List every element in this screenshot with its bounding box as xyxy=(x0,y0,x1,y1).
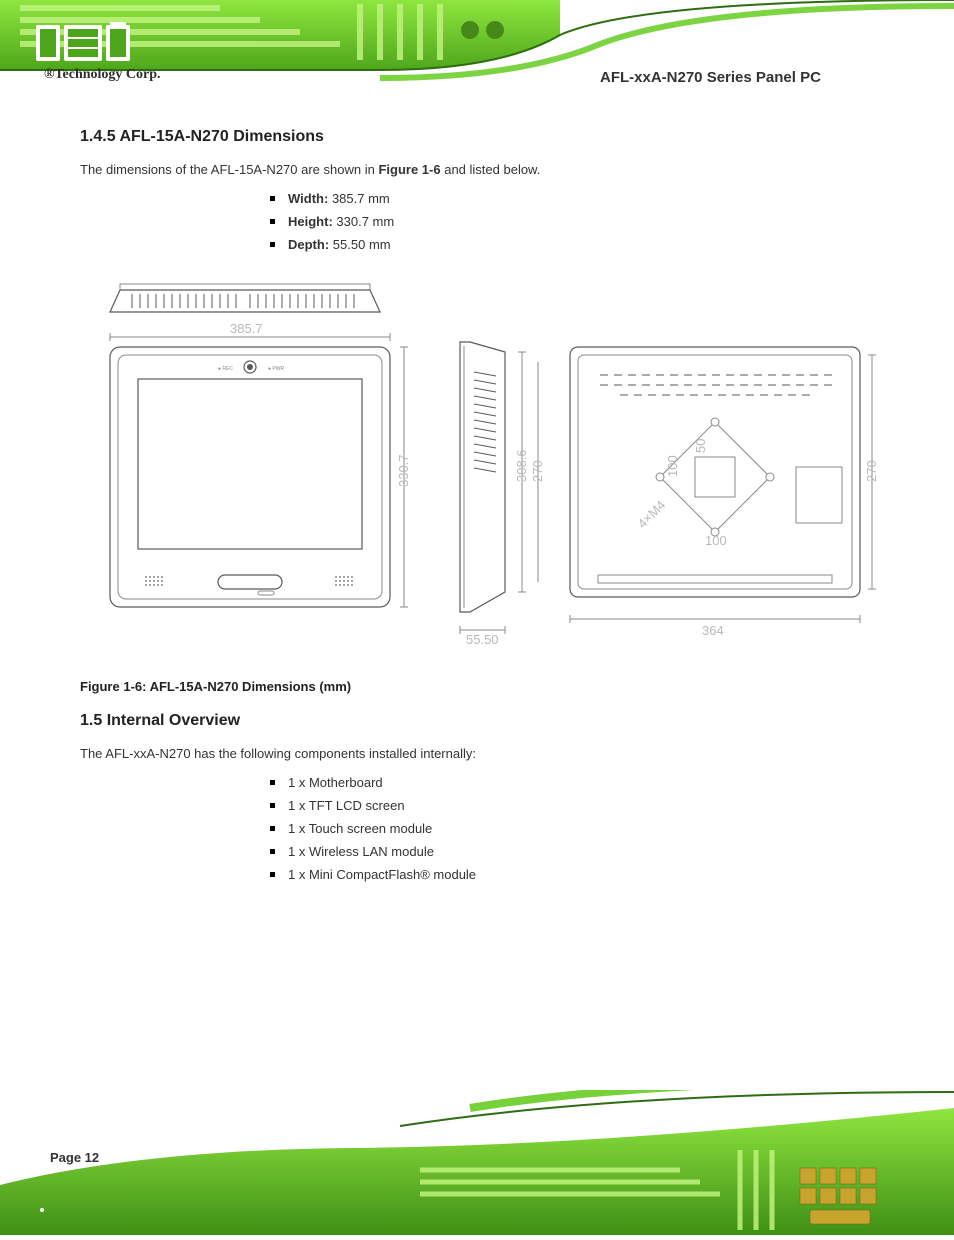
bullet-depth: Depth: 55.50 mm xyxy=(270,237,874,252)
intro-figref: Figure 1-6 xyxy=(378,162,440,177)
bullet-height: Height: 330.7 mm xyxy=(270,214,874,229)
footer-svg: Page 12 xyxy=(0,1090,954,1235)
dim-vesa-50: 50 xyxy=(693,438,708,452)
dim-front-width: 385.7 xyxy=(230,321,263,336)
page-content: 1.4.5 AFL-15A-N270 Dimensions The dimens… xyxy=(0,110,954,890)
section-1-heading: 1.4.5 AFL-15A-N270 Dimensions xyxy=(80,128,874,146)
svg-text:● PWR: ● PWR xyxy=(268,366,284,372)
dimension-drawing: 385.7 ● REC ● PWR xyxy=(80,262,880,662)
component-motherboard: 1 x Motherboard xyxy=(270,775,874,790)
dim-back-270a: 270 xyxy=(530,460,545,482)
figure-1-6: 385.7 ● REC ● PWR xyxy=(80,262,874,665)
header-svg: ®Technology Corp. AFL-xxA-N270 Series Pa… xyxy=(0,0,954,105)
component-wlan: 1 x Wireless LAN module xyxy=(270,844,874,859)
dim-vesa-100a: 100 xyxy=(665,455,680,477)
brand-tagline: ®Technology Corp. xyxy=(44,67,161,82)
dim-back-270b: 270 xyxy=(864,460,879,482)
footer-banner: Page 12 xyxy=(0,1090,954,1235)
section-2-heading: 1.5 Internal Overview xyxy=(80,712,874,730)
section-1-intro: The dimensions of the AFL-15A-N270 are s… xyxy=(80,160,874,181)
svg-text:● REC: ● REC xyxy=(218,366,233,372)
dim-side-height: 308.6 xyxy=(514,449,529,482)
header-banner: ®Technology Corp. AFL-xxA-N270 Series Pa… xyxy=(0,0,954,105)
internal-components-list: 1 x Motherboard 1 x TFT LCD screen 1 x T… xyxy=(80,775,874,882)
figure-caption: Figure 1-6: AFL-15A-N270 Dimensions (mm) xyxy=(80,679,874,694)
dim-front-height: 330.7 xyxy=(396,454,411,487)
dim-vesa-100b: 100 xyxy=(705,533,727,548)
component-touch: 1 x Touch screen module xyxy=(270,821,874,836)
component-lcd: 1 x TFT LCD screen xyxy=(270,798,874,813)
bullet-width: Width: 385.7 mm xyxy=(270,191,874,206)
page-number: Page 12 xyxy=(50,1150,99,1165)
dim-back-width: 364 xyxy=(702,623,724,638)
intro-prefix: The dimensions of the AFL-15A-N270 are s… xyxy=(80,162,375,177)
dim-side-depth: 55.50 xyxy=(466,632,499,647)
section-2-intro: The AFL-xxA-N270 has the following compo… xyxy=(80,744,874,765)
dimension-bullets: Width: 385.7 mm Height: 330.7 mm Depth: … xyxy=(80,191,874,252)
component-cf: 1 x Mini CompactFlash® module xyxy=(270,867,874,882)
doc-title: AFL-xxA-N270 Series Panel PC xyxy=(600,69,821,86)
intro-suffix: and listed below. xyxy=(444,162,540,177)
